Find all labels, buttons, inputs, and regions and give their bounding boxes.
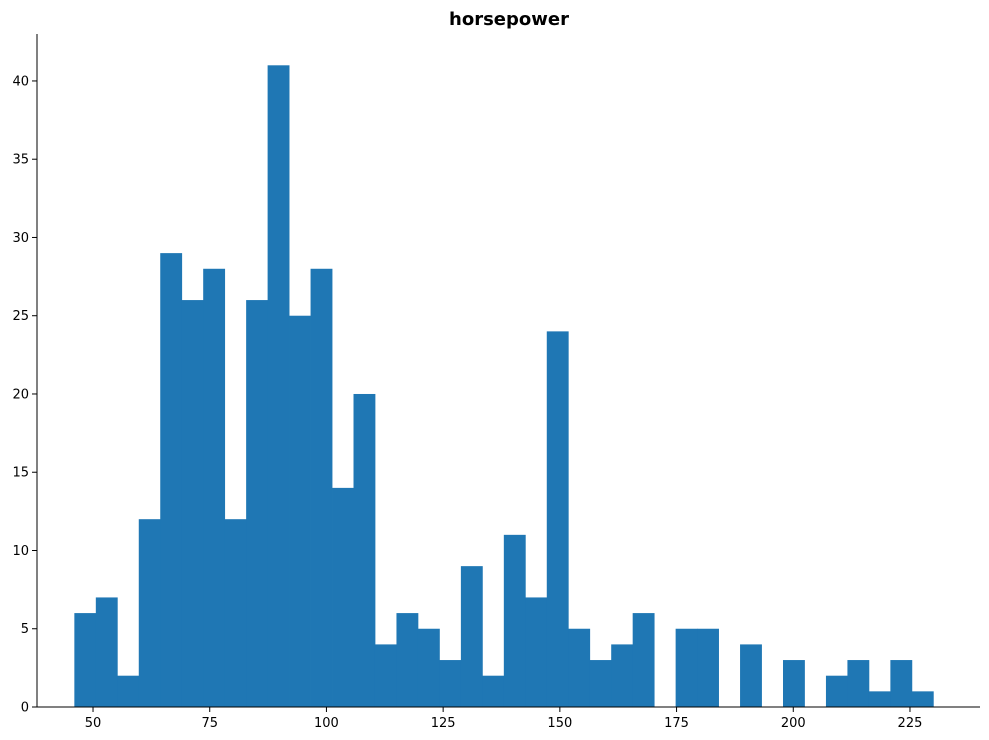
y-tick-label: 10 <box>12 544 29 559</box>
histogram-bar <box>589 660 612 707</box>
y-ticks: 0 5 10 15 20 25 30 35 40 <box>12 74 37 716</box>
histogram-bar <box>95 597 118 707</box>
histogram-bar <box>611 644 634 707</box>
y-tick-label: 30 <box>12 231 29 246</box>
chart-title: horsepower <box>449 9 569 30</box>
histogram-bar <box>353 393 376 707</box>
histogram-bar <box>482 675 505 707</box>
histogram-bar <box>267 65 290 708</box>
histogram-bar <box>181 300 204 707</box>
x-tick-label: 150 <box>547 716 572 731</box>
y-tick-label: 35 <box>12 153 29 168</box>
x-tick-label: 175 <box>664 716 689 731</box>
histogram-bar <box>224 519 247 707</box>
y-tick-label: 15 <box>12 466 29 481</box>
histogram-bar <box>138 519 161 707</box>
x-tick-label: 50 <box>85 716 102 731</box>
histogram-bar <box>74 613 97 707</box>
y-tick-label: 5 <box>21 622 29 637</box>
y-tick-label: 0 <box>21 701 29 716</box>
histogram-bar <box>332 487 354 707</box>
histogram-bar <box>396 613 419 707</box>
x-tick-label: 100 <box>314 716 339 731</box>
histogram-bar <box>246 300 269 707</box>
histogram-bar <box>697 628 719 707</box>
histogram-bar <box>868 691 891 707</box>
histogram-bar <box>117 675 140 707</box>
x-tick-label: 125 <box>431 716 456 731</box>
histogram-bar <box>503 534 526 707</box>
histogram-bar <box>632 613 655 707</box>
histogram-bar <box>460 566 483 707</box>
y-tick-label: 40 <box>12 74 29 89</box>
histogram-bar <box>847 660 870 707</box>
histogram-bar <box>439 660 462 707</box>
y-tick-label: 25 <box>12 309 29 324</box>
histogram-bar <box>417 628 440 707</box>
histogram-bar <box>374 644 397 707</box>
histogram-bar <box>310 268 333 707</box>
x-tick-label: 200 <box>781 716 806 731</box>
histogram-bar <box>546 331 569 707</box>
histogram-bar <box>289 315 311 707</box>
histogram-bar <box>890 660 913 707</box>
histogram-bar <box>203 268 226 707</box>
histogram-bar <box>160 253 183 707</box>
histogram-bar <box>825 675 848 707</box>
histogram-bar <box>568 628 591 707</box>
histogram-bar <box>911 691 934 707</box>
histogram-bar <box>740 644 762 707</box>
histogram-bar <box>525 597 548 707</box>
x-ticks: 50 75 100 125 150 175 200 225 <box>85 707 923 731</box>
x-tick-label: 225 <box>898 716 923 731</box>
histogram-bar <box>675 628 698 707</box>
bars-group <box>74 65 934 708</box>
y-tick-label: 20 <box>12 387 29 402</box>
histogram-bar <box>783 660 805 707</box>
x-tick-label: 75 <box>201 716 218 731</box>
